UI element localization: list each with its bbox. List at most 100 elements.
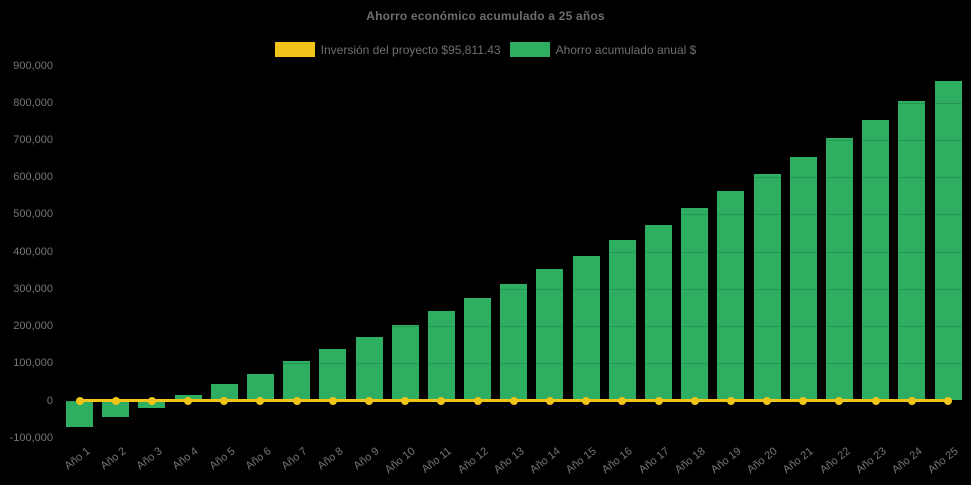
x-axis-label-año-11: Año 11 (419, 445, 455, 476)
gridline (61, 65, 967, 67)
bar-año-10[interactable] (391, 324, 419, 401)
legend: Inversión del proyecto $95,811.43 Ahorro… (0, 42, 971, 57)
x-axis-label-año-25: Año 25 (925, 445, 961, 477)
x-axis-label-año-5: Año 5 (206, 445, 238, 473)
y-axis-tick-label: 500,000 (13, 208, 53, 221)
y-axis-tick-label: 900,000 (13, 59, 53, 72)
investment-point-año-9[interactable] (365, 396, 374, 405)
x-axis-label-año-20: Año 20 (745, 445, 780, 477)
legend-label-inversion: Inversión del proyecto $95,811.43 (320, 42, 501, 57)
investment-point-año-4[interactable] (184, 396, 193, 405)
bar-año-23[interactable] (862, 120, 890, 401)
investment-point-año-1[interactable] (75, 396, 84, 405)
gridline (61, 251, 967, 253)
y-axis-tick-label: -100,000 (9, 431, 53, 444)
investment-point-año-10[interactable] (401, 396, 410, 405)
y-axis-tick-label: 0 (46, 394, 53, 407)
x-axis-label-año-4: Año 4 (170, 445, 201, 473)
gridline (61, 214, 967, 216)
bar-año-19[interactable] (717, 191, 745, 401)
bar-año-25[interactable] (934, 81, 962, 401)
bar-año-17[interactable] (645, 224, 673, 401)
investment-point-año-3[interactable] (147, 396, 156, 405)
x-axis-label-año-3: Año 3 (134, 445, 165, 473)
investment-point-año-20[interactable] (763, 396, 772, 405)
x-axis-label-año-13: Año 13 (491, 445, 527, 477)
investment-point-año-16[interactable] (618, 396, 627, 405)
x-axis-label-año-23: Año 23 (853, 445, 889, 477)
gridline (61, 326, 967, 328)
investment-point-año-15[interactable] (582, 396, 591, 405)
bar-año-15[interactable] (572, 255, 600, 401)
investment-point-año-14[interactable] (545, 396, 554, 405)
x-axis-label-año-18: Año 18 (672, 445, 708, 477)
x-axis-label-año-6: Año 6 (243, 445, 274, 473)
investment-point-año-2[interactable] (111, 396, 120, 405)
y-axis-tick-label: 400,000 (13, 245, 53, 258)
x-axis-label-año-19: Año 19 (708, 445, 744, 477)
legend-item-inversion[interactable]: Inversión del proyecto $95,811.43 (274, 42, 501, 57)
x-axis-label-año-21: Año 21 (781, 445, 817, 477)
bar-año-18[interactable] (681, 208, 709, 401)
gridline (61, 288, 967, 290)
investment-point-año-18[interactable] (690, 396, 699, 405)
bar-año-12[interactable] (464, 298, 492, 401)
bar-año-6[interactable] (246, 373, 274, 401)
gridline (61, 363, 967, 365)
y-axis-tick-label: 300,000 (13, 282, 53, 295)
x-axis-label-año-10: Año 10 (383, 445, 418, 477)
investment-point-año-24[interactable] (907, 396, 916, 405)
bar-año-5[interactable] (210, 384, 238, 401)
bar-año-9[interactable] (355, 336, 383, 401)
bar-año-24[interactable] (898, 100, 926, 401)
gridline (61, 177, 967, 179)
y-axis-tick-label: 200,000 (13, 320, 53, 333)
x-axis-label-año-9: Año 9 (351, 445, 382, 473)
legend-item-ahorro[interactable]: Ahorro acumulado anual $ (509, 42, 697, 57)
investment-point-año-5[interactable] (220, 396, 229, 405)
investment-point-año-17[interactable] (654, 396, 663, 405)
gridline (61, 437, 967, 439)
gridline (61, 139, 967, 141)
investment-point-año-23[interactable] (871, 396, 880, 405)
x-axis-label-año-8: Año 8 (315, 445, 346, 473)
legend-swatch-ahorro (509, 42, 550, 57)
x-axis-label-año-15: Año 15 (564, 445, 599, 477)
bar-año-20[interactable] (753, 173, 781, 401)
bar-año-21[interactable] (789, 156, 817, 401)
investment-point-año-12[interactable] (473, 396, 482, 405)
investment-point-año-11[interactable] (437, 396, 446, 405)
chart-title: Ahorro económico acumulado a 25 años (366, 9, 605, 23)
investment-point-año-7[interactable] (292, 396, 301, 405)
investment-point-año-8[interactable] (328, 396, 337, 405)
legend-swatch-inversion (274, 42, 315, 57)
x-axis-label-año-7: Año 7 (279, 445, 310, 473)
investment-point-año-13[interactable] (509, 396, 518, 405)
bar-año-2[interactable] (102, 400, 130, 418)
x-axis-label-año-12: Año 12 (455, 445, 491, 477)
bar-año-8[interactable] (319, 349, 347, 401)
bar-año-7[interactable] (283, 361, 311, 401)
investment-point-año-6[interactable] (256, 396, 265, 405)
bar-año-11[interactable] (427, 311, 455, 401)
x-axis-label-año-2: Año 2 (98, 445, 129, 473)
bar-año-16[interactable] (608, 240, 636, 401)
legend-label-ahorro: Ahorro acumulado anual $ (555, 42, 697, 57)
investment-point-año-25[interactable] (944, 396, 953, 405)
x-axis-label-año-22: Año 22 (817, 445, 853, 477)
investment-point-año-19[interactable] (726, 396, 735, 405)
bar-año-14[interactable] (536, 269, 564, 401)
y-axis-tick-label: 700,000 (13, 133, 53, 146)
investment-point-año-22[interactable] (835, 396, 844, 405)
y-axis-tick-label: 100,000 (13, 357, 53, 370)
bar-año-22[interactable] (825, 138, 853, 401)
x-axis-label-año-1: Año 1 (62, 445, 93, 473)
gridline (61, 102, 967, 104)
bar-año-1[interactable] (66, 400, 93, 428)
x-axis-label-año-14: Año 14 (527, 445, 563, 477)
bar-año-13[interactable] (500, 283, 528, 401)
x-axis-label-año-24: Año 24 (889, 445, 925, 477)
investment-point-año-21[interactable] (799, 396, 808, 405)
